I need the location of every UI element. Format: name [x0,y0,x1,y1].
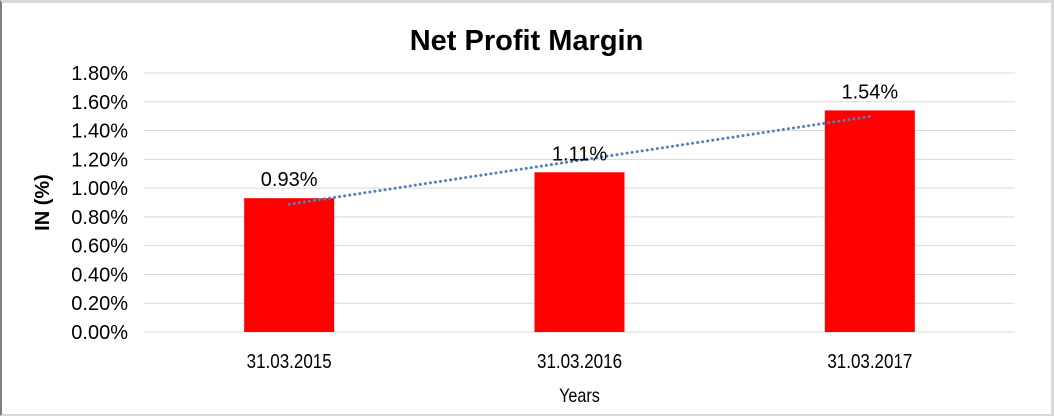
y-tick-label: 0.40% [71,264,128,286]
bar [534,172,625,332]
y-axis-title: IN (%) [32,174,54,231]
y-tick-label: 0.60% [71,236,128,258]
y-tick-label: 1.40% [71,121,128,143]
y-tick-label: 0.00% [71,322,128,344]
x-tick-label: 31.03.2016 [537,350,622,373]
bar [824,110,915,333]
y-tick-label: 1.80% [71,63,128,85]
x-tick-label: 31.03.2017 [827,350,912,373]
plot-area: 0.00% 0.20% 0.40% 0.60% 0.80% 1.00% 1.20% 1.40%… [32,63,1015,407]
y-tick-label: 1.20% [71,149,128,171]
trendline [287,114,872,206]
data-labels-group: 0.93% 1.11% 1.54% [261,81,899,191]
x-tick-label: 31.03.2015 [247,350,332,373]
x-tick-labels-group: 31.03.2015 31.03.2016 31.03.2017 [247,350,913,373]
y-tick-label: 1.60% [71,92,128,114]
bars-group [244,110,915,333]
bar-value-label: 1.11% [552,143,607,165]
y-tick-label: 1.00% [71,178,128,200]
bar [244,198,335,332]
trendline-group [287,114,872,206]
y-tick-label: 0.80% [71,207,128,229]
y-tick-label: 0.20% [71,293,128,315]
bar-value-label: 0.93% [261,169,318,191]
chart-title: Net Profit Margin [409,25,644,57]
bar-value-label: 1.54% [841,81,898,103]
x-axis-title: Years [559,385,600,407]
y-tick-labels-group: 0.00% 0.20% 0.40% 0.60% 0.80% 1.00% 1.20% 1.40%… [71,63,128,344]
